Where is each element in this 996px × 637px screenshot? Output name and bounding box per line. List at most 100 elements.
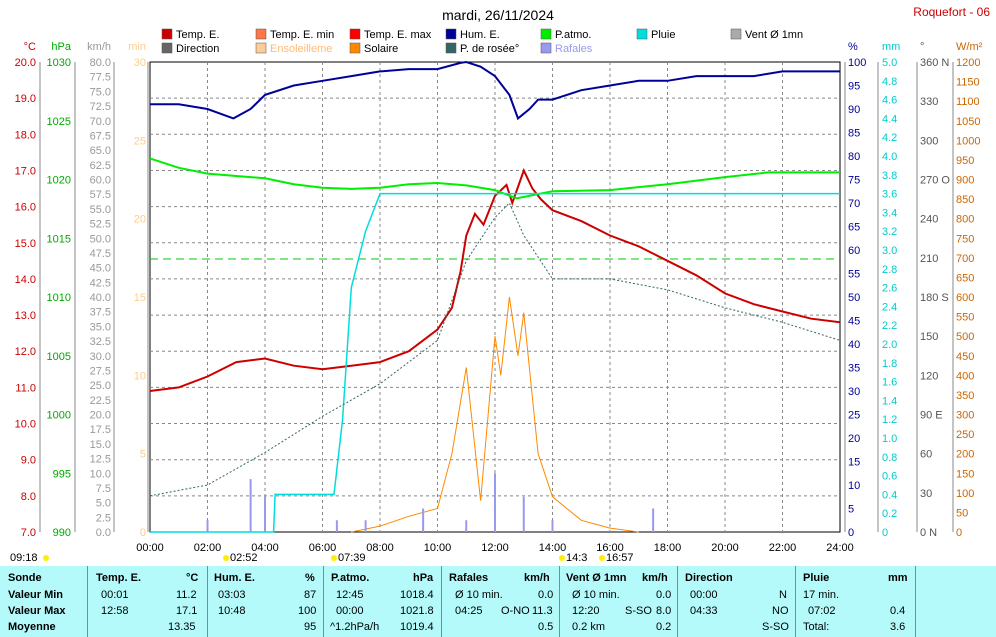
wind-max-dir: S-SO — [625, 605, 652, 617]
wind-axis-tick: 75.0 — [90, 86, 111, 98]
weather-chart: mardi, 26/11/2024 Roquefort - 06 Temp. E… — [10, 5, 990, 564]
solar-axis-tick: 1200 — [956, 57, 980, 69]
col-divider — [559, 566, 560, 637]
header-temp: Temp. E. — [96, 572, 142, 584]
solar-axis-tick: 600 — [956, 292, 974, 304]
solar-axis-tick: 950 — [956, 155, 974, 167]
temp-axis-unit: °C — [24, 41, 36, 53]
pluie-series — [150, 192, 840, 533]
col-divider — [87, 566, 88, 637]
wind-axis-tick: 35.0 — [90, 321, 111, 333]
dir-avg-value: S-SO — [762, 621, 789, 633]
rain-axis-tick: 4.8 — [882, 76, 897, 88]
header-sonde: Sonde — [8, 572, 42, 584]
press-trend: ^1.2hPa/h — [330, 621, 380, 633]
solaire-series — [351, 296, 639, 533]
sun-marker-dot — [43, 555, 49, 561]
hum-axis-tick: 100 — [848, 57, 866, 69]
rain-axis-tick: 1.4 — [882, 395, 897, 407]
hum-axis-tick: 95 — [848, 81, 860, 93]
dir-axis-tick: 240 — [920, 214, 938, 226]
sun-marker-dot — [599, 555, 605, 561]
temp-axis-tick: 8.0 — [21, 491, 36, 503]
hum-axis-tick: 70 — [848, 198, 860, 210]
hum-axis-tick: 40 — [848, 339, 860, 351]
hum-axis-tick: 65 — [848, 222, 860, 234]
press-axis-tick: 990 — [53, 527, 71, 539]
rain-total-value: 3.6 — [890, 621, 906, 633]
min-axis-tick: 15 — [134, 292, 146, 304]
legend-swatch — [445, 42, 457, 54]
wind-axis-tick: 60.0 — [90, 175, 111, 187]
dir-max-value: NO — [772, 605, 789, 617]
wind-axis-tick: 50.0 — [90, 233, 111, 245]
temp-axis-tick: 19.0 — [15, 93, 36, 105]
solar-axis-tick: 1000 — [956, 135, 980, 147]
x-axis: 00:00 02:00 04:00 06:00 08:00 10:00 12:00 14:00… — [136, 542, 854, 554]
wind-axis-tick: 20.0 — [90, 410, 111, 422]
legend-swatch — [161, 42, 173, 54]
time-tick: 24:00 — [826, 542, 854, 554]
header-hum-unit: % — [305, 572, 315, 584]
sun-marker-label: 02:52 — [230, 552, 258, 564]
legend-label: Temp. E. min — [270, 29, 334, 41]
wind-axis-tick: 30.0 — [90, 351, 111, 363]
wind-axis-tick: 67.5 — [90, 130, 111, 142]
wind-axis-tick: 32.5 — [90, 336, 111, 348]
rain-axis-tick: 3.0 — [882, 245, 897, 257]
temp-axis-tick: 17.0 — [15, 165, 36, 177]
gust-avg-value: 0.5 — [538, 621, 554, 633]
hum-axis-tick: 10 — [848, 480, 860, 492]
legend-swatch — [445, 28, 457, 40]
p-atmo-series — [149, 157, 840, 200]
press-axis-tick: 1020 — [47, 175, 71, 187]
chart-title: mardi, 26/11/2024 — [442, 7, 554, 23]
dir-max-time: 04:33 — [690, 605, 718, 617]
hum-axis-tick: 30 — [848, 386, 860, 398]
solar-axis-tick: 500 — [956, 331, 974, 343]
rain-axis-tick: 4.0 — [882, 151, 897, 163]
hum-axis-tick: 85 — [848, 128, 860, 140]
temp-axis-tick: 18.0 — [15, 129, 36, 141]
temp-axis-tick: 16.0 — [15, 202, 36, 214]
legend-swatch — [255, 42, 267, 54]
min-axis-tick: 25 — [134, 135, 146, 147]
solar-axis-tick: 1100 — [956, 96, 980, 108]
temp-min-value: 11.2 — [176, 589, 197, 601]
gust-min-label: Ø 10 min. — [455, 589, 503, 601]
press-min-value: 1018.4 — [400, 589, 434, 601]
temp-axis-tick: 13.0 — [15, 310, 36, 322]
hum-axis-tick: 5 — [848, 504, 854, 516]
dir-axis-tick: 360 N — [920, 57, 949, 69]
time-tick: 18:00 — [654, 542, 682, 554]
rain-axis-tick: 5.0 — [882, 57, 897, 69]
temp-axis-tick: 7.0 — [21, 527, 36, 539]
temp-axis-tick: 11.0 — [15, 382, 36, 394]
dir-min-value: N — [779, 589, 787, 601]
time-tick: 14:00 — [539, 542, 567, 554]
row-max-label: Valeur Max — [8, 605, 66, 617]
temp-axis-tick: 10.0 — [15, 419, 36, 431]
hum-axis-tick: 20 — [848, 433, 860, 445]
min-axis-tick: 30 — [134, 57, 146, 69]
legend-swatch — [161, 28, 173, 40]
legend-swatch — [349, 42, 361, 54]
legend-swatch — [540, 42, 552, 54]
hum-axis-tick: 25 — [848, 410, 860, 422]
min-axis-unit: min — [128, 41, 146, 53]
header-direction: Direction — [685, 572, 733, 584]
series — [149, 60, 841, 533]
legend-label: Ensoleilleme — [270, 43, 332, 55]
press-axis-tick: 1030 — [47, 57, 71, 69]
rain-axis-tick: 4.2 — [882, 132, 897, 144]
axes: °C 20.0 19.0 18.0 17.0 16.0 15.0 14.0 13.0 12.0 11… — [15, 41, 983, 539]
sun-marker-label: 16:57 — [606, 552, 634, 564]
solar-axis-tick: 550 — [956, 312, 974, 324]
dir-axis-tick: 330 — [920, 96, 938, 108]
time-tick: 22:00 — [769, 542, 797, 554]
solar-axis-tick: 350 — [956, 390, 974, 402]
press-avg-value: 1019.4 — [400, 621, 434, 633]
header-rain-unit: mm — [888, 572, 908, 584]
press-axis-tick: 1010 — [47, 292, 71, 304]
p-de-ros-e-series — [149, 202, 841, 497]
